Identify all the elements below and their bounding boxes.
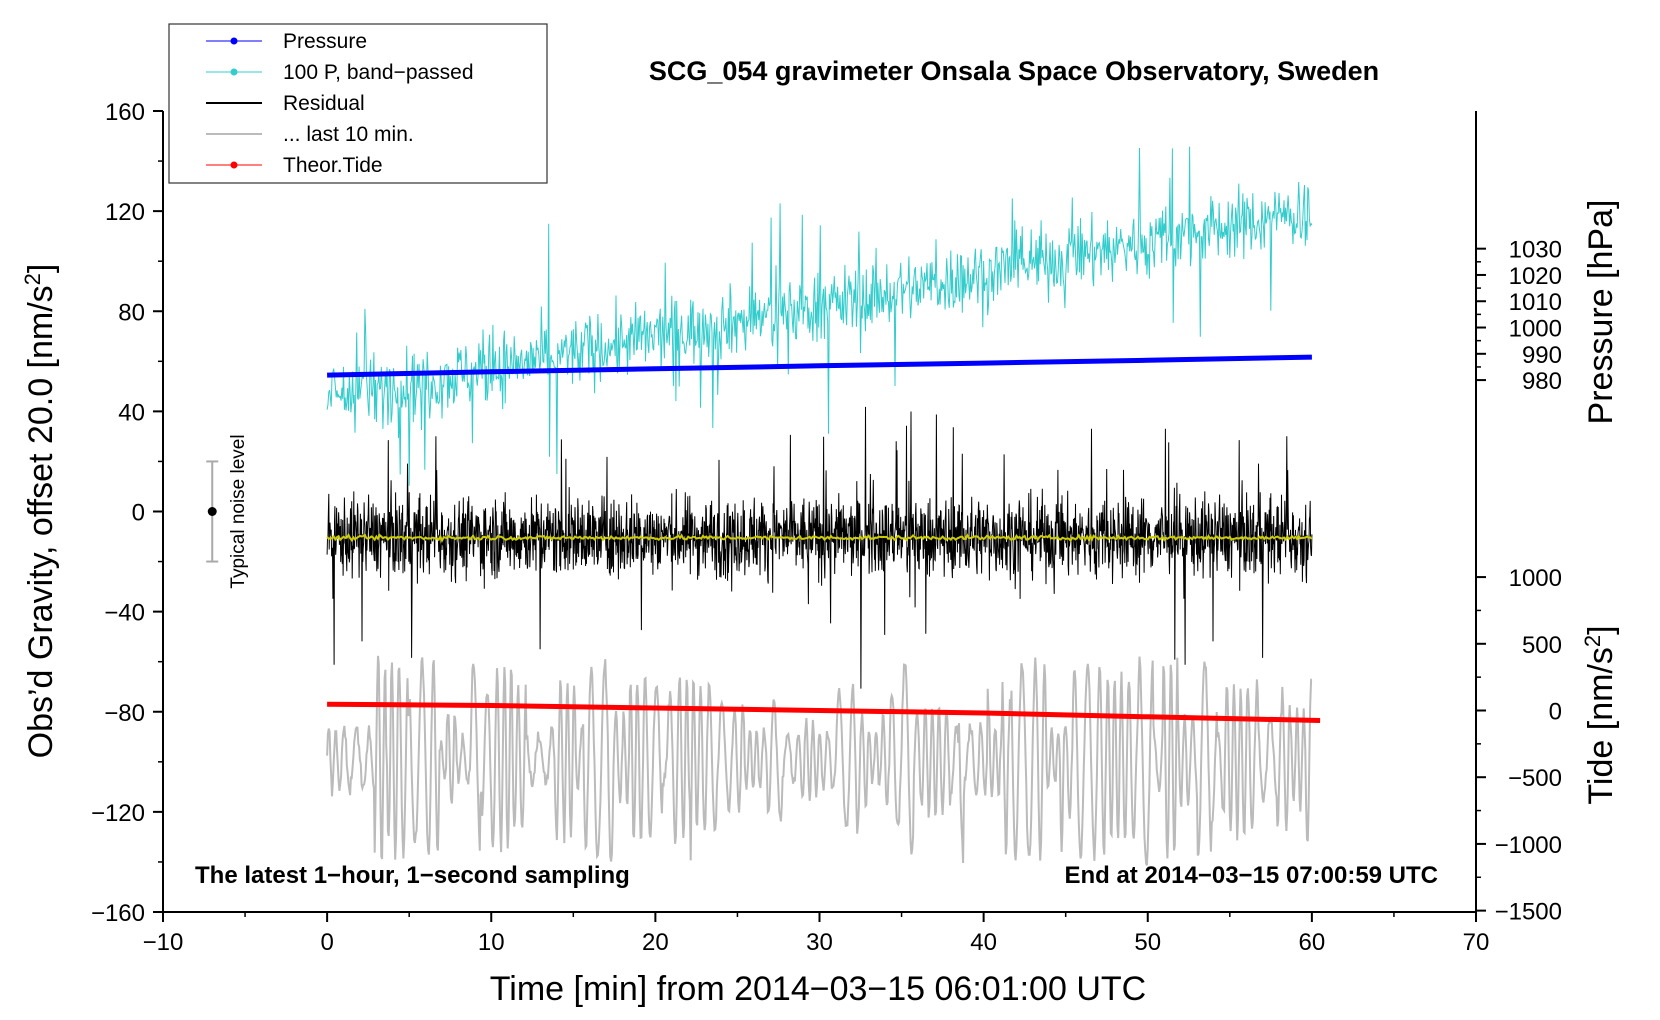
x-tick-label: 30	[806, 929, 833, 956]
y-tide-tick-label: 0	[1549, 698, 1562, 725]
note-end-time: End at 2014−03−15 07:00:59 UTC	[1064, 862, 1438, 889]
y-left-tick-label: −40	[104, 600, 145, 627]
y-left-tick-label: −80	[104, 700, 145, 727]
y-axis-left-title-sup: 2	[20, 273, 45, 285]
y-left-tick-label: 80	[118, 299, 145, 326]
series-band-passed-line	[326, 146, 1313, 486]
y-left-tick-label: −160	[91, 900, 145, 927]
y-axis-tide-title-close: ]	[1582, 625, 1620, 634]
legend: Pressure 100 P, band−passed Residual ... la…	[168, 23, 548, 184]
x-tick-label: 50	[1134, 929, 1161, 956]
legend-label: 100 P, band−passed	[283, 61, 474, 84]
note-latest-hour: The latest 1−hour, 1−second sampling	[195, 862, 630, 889]
y-tide-tick-label: 1000	[1509, 565, 1562, 592]
y-left-tick-label: 0	[132, 500, 145, 527]
y-axis-left-title: Obs’d Gravity, offset 20.0 [nm/s2]	[20, 264, 60, 759]
y-left-tick-label: 120	[105, 199, 145, 226]
y-left-tick-label: 160	[105, 99, 145, 126]
x-tick-label: −10	[143, 929, 184, 956]
series-theor-tide-line	[327, 701, 1321, 723]
legend-label: ... last 10 min.	[283, 123, 414, 146]
legend-label: Theor.Tide	[283, 154, 383, 177]
y-pressure-tick-label: 1010	[1509, 289, 1562, 316]
y-axis-tide-title: Tide [nm/s2]	[1580, 625, 1620, 804]
x-tick-label: 10	[478, 929, 505, 956]
x-tick-label: 40	[970, 929, 997, 956]
y-pressure-tick-label: 1030	[1509, 237, 1562, 264]
x-tick-label: 60	[1299, 929, 1326, 956]
y-axis-tide-title-sup: 2	[1580, 635, 1605, 647]
legend-label: Pressure	[283, 30, 367, 53]
y-left-tick-label: −120	[91, 800, 145, 827]
y-left-tick-label: 40	[118, 399, 145, 426]
noise-level-label: Typical noise level	[228, 434, 249, 588]
x-tick-label: 70	[1463, 929, 1490, 956]
y-pressure-tick-label: 980	[1522, 368, 1562, 395]
series-pressure-line	[327, 354, 1312, 378]
x-tick-label: 20	[642, 929, 669, 956]
series-residual-mean-line	[326, 532, 1313, 544]
noise-center-dot	[207, 507, 217, 516]
axes-layer: −10 0 10 20 30 40 50 60 7016012080400−40−80−120−…	[91, 99, 1562, 956]
y-tide-tick-label: −500	[1508, 765, 1562, 792]
y-axis-tide-title-text: Tide [nm/s	[1582, 647, 1620, 804]
y-axis-left-title-text: Obs’d Gravity, offset 20.0 [nm/s	[22, 285, 60, 758]
y-pressure-tick-label: 1020	[1509, 263, 1562, 290]
y-tide-tick-label: 500	[1522, 632, 1562, 659]
x-axis-title: Time [min] from 2014−03−15 06:01:00 UTC	[490, 970, 1146, 1008]
y-axis-left-title-close: ]	[22, 264, 60, 273]
legend-marker	[230, 68, 238, 76]
y-axis-pressure-title: Pressure [hPa]	[1582, 200, 1620, 425]
y-pressure-tick-label: 990	[1522, 342, 1562, 369]
y-tide-tick-label: −1500	[1495, 899, 1562, 926]
y-tide-tick-label: −1000	[1495, 832, 1562, 859]
y-pressure-tick-label: 1000	[1509, 316, 1562, 343]
series-layer	[326, 146, 1321, 866]
x-tick-label: 0	[320, 929, 333, 956]
noise-level-indicator: Typical noise level	[206, 434, 249, 589]
series-residual-line	[326, 406, 1313, 689]
legend-label: Residual	[283, 92, 365, 115]
chart-title: SCG_054 gravimeter Onsala Space Observat…	[649, 56, 1379, 86]
legend-marker	[230, 37, 238, 45]
legend-marker	[230, 161, 238, 169]
series-last-10-min-line	[326, 655, 1313, 866]
